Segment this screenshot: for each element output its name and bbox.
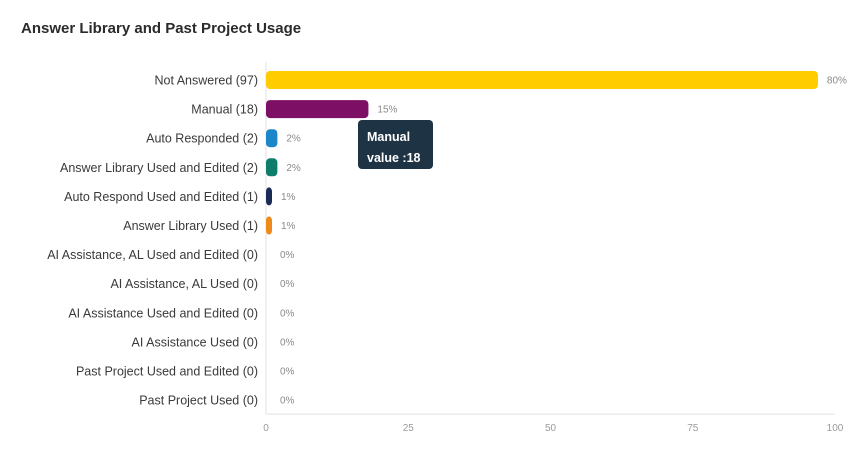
data-label: 2% — [286, 134, 301, 145]
category-label: AI Assistance, AL Used and Edited (0) — [47, 248, 258, 262]
data-label: 0% — [280, 367, 295, 378]
category-label: Past Project Used (0) — [139, 394, 258, 408]
tooltip-value-row: value : 18 — [367, 148, 424, 169]
bar — [266, 216, 272, 235]
chart-title: Answer Library and Past Project Usage — [21, 20, 302, 37]
category-label: AI Assistance Used (0) — [132, 335, 258, 349]
category-label: Auto Respond Used and Edited (1) — [64, 190, 258, 204]
x-tick-label: 50 — [545, 423, 557, 434]
bar — [266, 158, 278, 177]
x-tick-label: 0 — [263, 423, 269, 434]
x-tick-label: 25 — [403, 423, 415, 434]
data-label: 1% — [281, 221, 296, 232]
data-label: 15% — [377, 105, 397, 116]
bar — [266, 100, 369, 119]
data-label: 0% — [280, 308, 295, 319]
data-label: 2% — [286, 163, 301, 174]
tooltip-value: 18 — [406, 151, 421, 165]
category-label: Not Answered (97) — [154, 74, 258, 88]
category-label: Auto Responded (2) — [146, 132, 258, 146]
tooltip-value-label: value : — [367, 151, 407, 165]
x-tick-label: 75 — [687, 423, 699, 434]
category-label: Past Project Used and Edited (0) — [76, 365, 258, 379]
category-label: Manual (18) — [191, 103, 258, 117]
category-label: Answer Library Used (1) — [123, 219, 258, 233]
category-label: AI Assistance, AL Used (0) — [110, 277, 258, 291]
data-label: 0% — [280, 279, 295, 290]
category-label: AI Assistance Used and Edited (0) — [68, 306, 258, 320]
category-label: Answer Library Used and Edited (2) — [60, 161, 258, 175]
tooltip-title: Manual — [367, 130, 411, 144]
bar — [266, 129, 278, 148]
data-label: 80% — [827, 76, 847, 87]
data-label: 1% — [281, 192, 296, 203]
data-label: 0% — [280, 337, 295, 348]
bar-tooltip: Manual value : 18 — [358, 120, 433, 169]
bar — [266, 187, 272, 206]
data-label: 0% — [280, 396, 295, 407]
bar — [266, 71, 818, 89]
x-tick-label: 100 — [827, 423, 844, 434]
data-label: 0% — [280, 250, 295, 261]
